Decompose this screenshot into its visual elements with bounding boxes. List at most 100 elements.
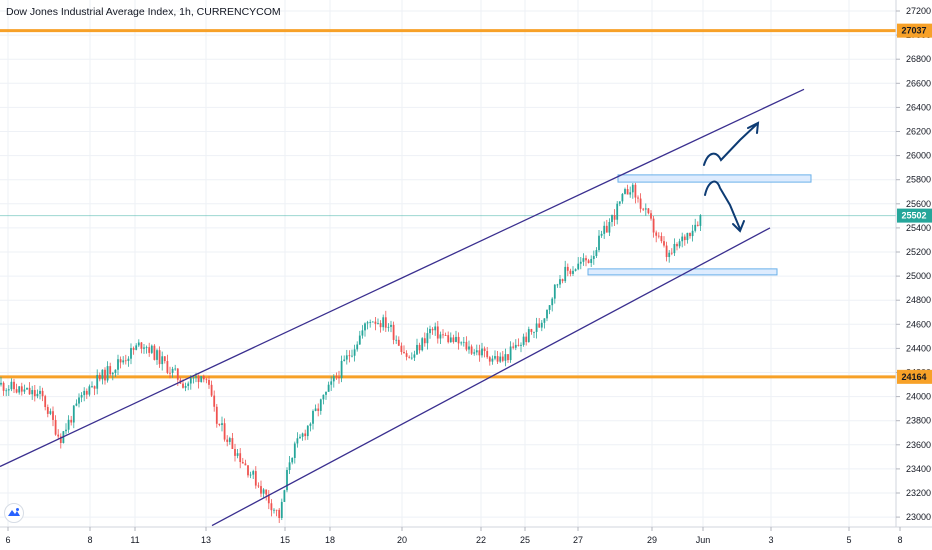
candle-body [377,323,379,324]
candle-body [553,284,556,299]
candle-body [686,232,689,241]
candle-body [410,357,413,359]
candle-body [228,438,231,442]
candle-body [7,389,10,391]
time-tick-label: 8 [87,535,92,545]
candle-body [660,236,663,242]
candle-body [96,374,99,389]
candle-body [192,377,195,379]
candle-body [249,474,252,476]
candle-body [28,387,31,395]
candle-body [366,322,369,324]
candle-body [59,436,62,443]
candle-body [665,245,668,258]
candle-body [106,366,109,381]
candle-body [88,386,91,395]
candles [0,182,702,524]
candle-body [405,353,408,357]
candle-body [509,346,512,361]
candle-body [572,270,574,274]
candle-body [98,374,101,380]
candle-body [351,355,353,357]
time-axis[interactable]: 6 8 11 13 15 18 20 22 25 27 29 Jun 3 5 8 [5,527,903,545]
candle-body [174,368,177,370]
level-price-tag [897,369,932,384]
candle-body [470,346,473,354]
price-tick-label: 26200 [906,127,931,137]
candle-body [234,448,236,456]
time-tick-label: 29 [647,535,657,545]
candle-body [478,350,481,356]
candle-body [548,305,551,310]
candle-body [465,341,468,350]
channel-lower-line[interactable] [211,227,771,527]
candle-body [322,394,325,400]
candle-body [392,324,395,340]
candle-body [598,235,600,251]
candle-body [457,336,460,344]
candle-body [262,489,265,494]
candle-body [70,419,73,423]
candle-body [379,323,382,328]
trend-channel [0,88,805,527]
tradingview-logo-icon[interactable] [4,503,24,523]
candle-body [668,252,671,258]
time-tick-label: 20 [397,535,407,545]
candle-body [236,453,239,456]
price-tick-label: 26400 [906,102,931,112]
candle-body [574,269,577,271]
up-arrowhead-icon [747,121,760,134]
candle-body [527,329,530,343]
candle-body [559,279,561,285]
channel-upper-line[interactable] [0,88,805,468]
forecast-arrows [703,121,760,233]
candle-body [353,349,356,356]
candle-body [93,386,96,389]
candle-body [283,490,286,502]
candle-body [533,331,535,333]
candle-body [637,197,639,199]
candle-body [314,408,317,411]
candle-body [312,410,314,424]
candle-body [358,335,361,345]
candle-body [265,489,268,495]
candle-body [595,250,598,257]
candle-body [171,368,174,373]
candle-body [163,356,166,362]
candle-body [496,356,499,362]
candle-body [616,203,619,220]
candle-body [647,208,650,214]
candle-body [514,344,517,348]
candle-body [475,350,478,353]
price-tick-label: 26800 [906,54,931,64]
candle-body [494,356,496,359]
candle-body [696,224,699,226]
candle-body [299,436,301,439]
candle-body [683,236,686,241]
up-arrow-path [703,123,758,166]
candle-body [587,260,590,263]
time-tick-label: Jun [696,535,711,545]
candle-body [54,419,57,435]
candle-body [327,384,330,392]
candle-body [439,334,442,339]
candle-body [254,471,257,486]
candle-body [257,485,260,487]
candle-body [278,509,281,518]
candle-body [247,465,249,476]
candle-body [117,359,119,370]
candle-body [275,509,278,511]
candle-body [5,390,8,392]
candle-body [309,423,312,426]
candle-body [143,347,145,349]
candle-body [611,215,613,222]
candle-body [158,350,161,365]
candle-body [605,225,608,233]
price-tick-label: 23600 [906,440,931,450]
candle-body [434,326,437,331]
candle-body [111,372,114,375]
candle-body [579,261,582,264]
candle-body [418,344,421,351]
candle-body [2,382,5,391]
